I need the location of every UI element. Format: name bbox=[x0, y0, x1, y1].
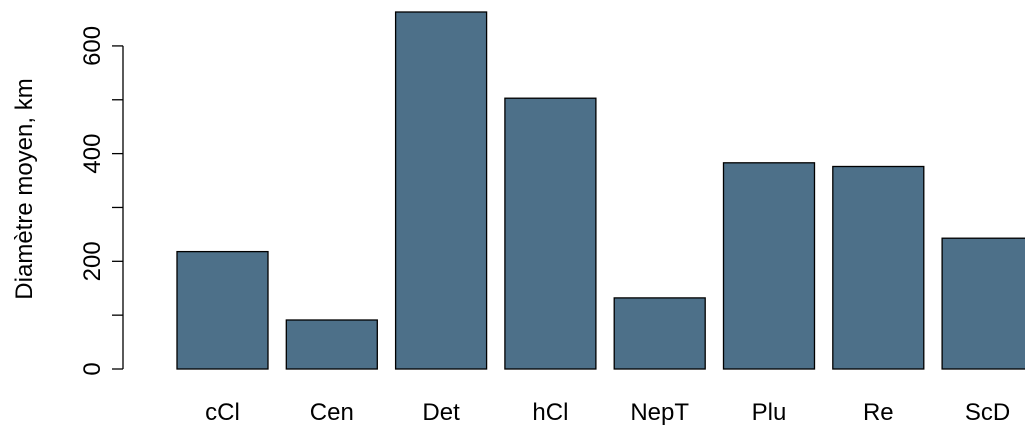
bar-Det bbox=[394, 11, 488, 370]
y-tick-label-0: 0 bbox=[79, 362, 106, 375]
x-tick-label-hCl: hCl bbox=[532, 399, 568, 426]
bars-group bbox=[176, 11, 1025, 370]
bar-NepT bbox=[613, 297, 706, 370]
y-tick-label-400: 400 bbox=[79, 134, 106, 174]
bar-hCl bbox=[504, 97, 597, 370]
bar-cCl bbox=[176, 250, 269, 370]
bar-ScD bbox=[941, 237, 1025, 370]
x-tick-label-cCl: cCl bbox=[205, 399, 240, 426]
x-tick-label-Det: Det bbox=[422, 399, 460, 426]
y-axis: 0 200 400 600 bbox=[79, 26, 124, 376]
bar-Plu bbox=[722, 162, 816, 370]
x-tick-label-NepT: NepT bbox=[630, 399, 689, 426]
y-tick-label-600: 600 bbox=[79, 26, 106, 66]
bar-Re bbox=[832, 165, 925, 370]
x-tick-label-Re: Re bbox=[863, 399, 894, 426]
x-axis-labels: cCl Cen Det hCl NepT Plu Re ScD bbox=[205, 399, 1010, 426]
x-tick-label-Plu: Plu bbox=[752, 399, 787, 426]
y-axis-title: Diamètre moyen, km bbox=[11, 78, 38, 299]
x-tick-label-ScD: ScD bbox=[965, 399, 1010, 426]
bar-Cen bbox=[285, 319, 378, 370]
x-tick-label-Cen: Cen bbox=[310, 399, 354, 426]
y-tick-label-200: 200 bbox=[79, 241, 106, 281]
